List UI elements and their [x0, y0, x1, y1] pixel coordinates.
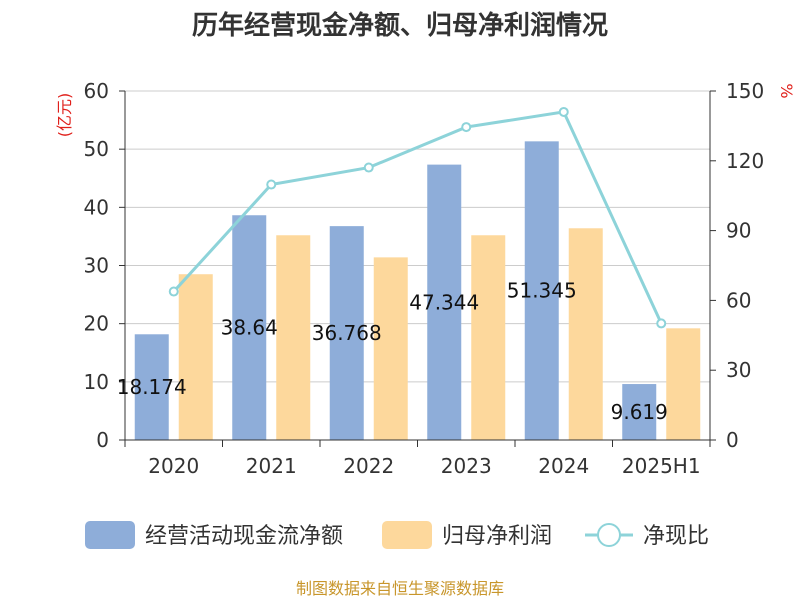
y-left-unit: (亿元): [55, 93, 74, 138]
ratio-line-path: [172, 110, 663, 325]
y-right-tick-label: 90: [726, 219, 751, 243]
y-right-unit: %: [777, 83, 796, 98]
bar-cashflow: [134, 334, 169, 440]
bar-cashflow: [524, 141, 559, 440]
grid-lines: [125, 90, 710, 383]
y-right-tick-label: 120: [726, 149, 764, 173]
x-tick-label: 2025H1: [622, 454, 701, 478]
y-right-tick-label: 30: [726, 358, 751, 382]
bar-netprofit: [471, 235, 506, 440]
source-note: 制图数据来自恒生聚源数据库: [296, 579, 504, 598]
bar-data-label: 38.64: [221, 316, 278, 340]
legend-label-cashflow: 经营活动现金流净额: [145, 524, 343, 549]
y-left-tick-label: 20: [84, 312, 109, 336]
bar-netprofit: [178, 274, 213, 440]
legend-label-netprofit: 归母净利润: [442, 524, 552, 549]
chart-title: 历年经营现金净额、归母净利润情况: [192, 10, 608, 41]
bar-cashflow: [329, 226, 364, 440]
y-left-tick-label: 40: [84, 195, 109, 219]
legend: 经营活动现金流净额 归母净利润 净现比: [85, 521, 709, 549]
bar-netprofit: [666, 328, 701, 440]
y-right-tick-label: 150: [726, 79, 764, 103]
legend-swatch-cashflow: [85, 521, 135, 549]
y-left-tick-label: 50: [84, 137, 109, 161]
bar-netprofit: [373, 257, 408, 440]
ratio-point: [266, 179, 277, 190]
ratio-point: [461, 122, 472, 133]
ratio-point: [656, 318, 667, 329]
y-left-tick-label: 10: [84, 370, 109, 394]
bar-data-label: 51.345: [507, 279, 577, 303]
bar-netprofit: [568, 228, 603, 440]
bar-data-label: 36.768: [312, 321, 382, 345]
bar-cashflow: [622, 384, 657, 440]
bar-cashflow: [427, 164, 462, 441]
x-tick-label: 2024: [538, 454, 589, 478]
axes: 0 10 20 30 40 50 60 0 30 60 90 120 150 2020 2021 2022 20…: [84, 79, 765, 478]
bar-data-label: 18.174: [117, 375, 187, 399]
ratio-line: [168, 106, 667, 329]
x-tick-label: 2021: [246, 454, 297, 478]
x-tick-label: 2020: [148, 454, 199, 478]
bars: [134, 141, 701, 441]
bar-netprofit: [276, 235, 311, 440]
y-right-tick-label: 0: [726, 428, 739, 452]
ratio-point: [168, 286, 179, 297]
bar-cashflow: [232, 215, 267, 440]
ratio-point: [363, 162, 374, 173]
legend-label-ratio: 净现比: [643, 524, 709, 549]
bar-data-label: 9.619: [611, 400, 668, 424]
y-left-tick-label: 0: [96, 428, 109, 452]
data-labels: 18.174 38.64 36.768 47.344 51.345 9.619: [117, 279, 668, 424]
y-left-tick-label: 60: [84, 79, 109, 103]
ratio-point: [558, 106, 569, 117]
bar-data-label: 47.344: [409, 290, 479, 314]
legend-swatch-ratio-marker: [597, 523, 621, 547]
x-tick-label: 2022: [343, 454, 394, 478]
y-left-tick-label: 30: [84, 254, 109, 278]
x-tick-label: 2023: [441, 454, 492, 478]
legend-swatch-netprofit: [382, 521, 432, 549]
y-right-tick-label: 60: [726, 288, 751, 312]
